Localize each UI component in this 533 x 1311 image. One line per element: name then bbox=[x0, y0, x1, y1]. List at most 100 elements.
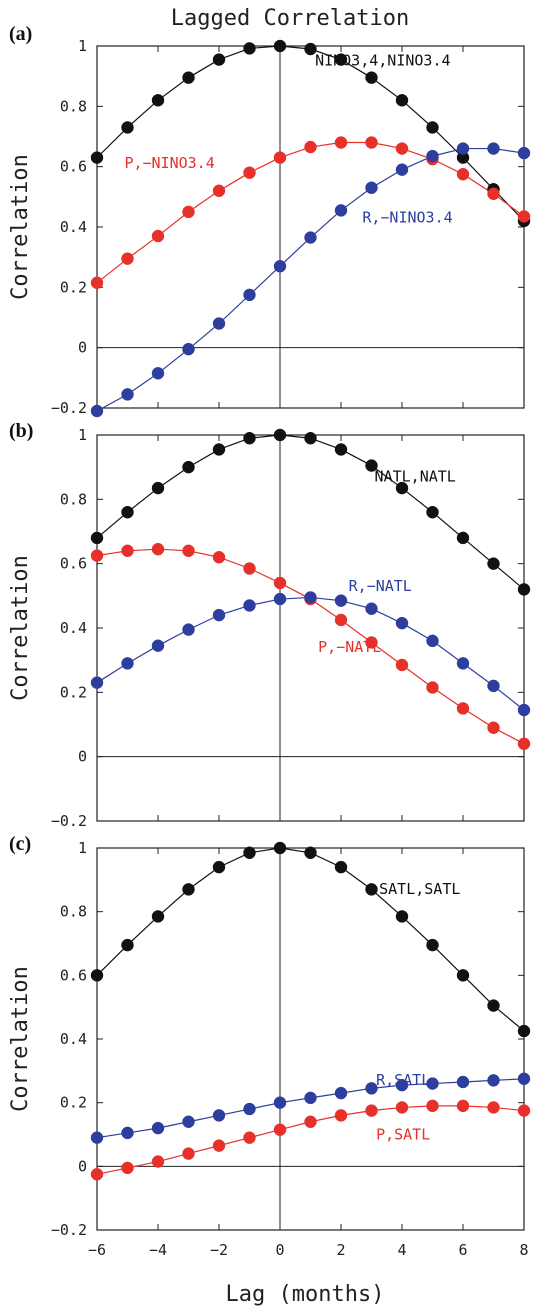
data-point-red bbox=[365, 1104, 378, 1117]
data-point-red bbox=[273, 151, 287, 164]
data-point-black bbox=[151, 910, 165, 923]
data-point-black bbox=[365, 459, 378, 472]
data-point-black bbox=[273, 841, 287, 855]
data-point-red bbox=[90, 1168, 104, 1181]
data-point-black bbox=[334, 860, 348, 874]
data-point-black bbox=[334, 53, 348, 66]
data-point-red bbox=[212, 184, 226, 198]
data-point-black bbox=[517, 583, 531, 596]
data-point-red bbox=[365, 636, 378, 649]
x-tick-label: 2 bbox=[336, 1241, 345, 1259]
data-point-red bbox=[151, 229, 165, 243]
data-point-red bbox=[90, 549, 104, 562]
data-point-red bbox=[243, 166, 256, 179]
data-point-red bbox=[182, 544, 195, 558]
data-point-black bbox=[395, 94, 409, 107]
y-tick-label: −0.2 bbox=[51, 399, 87, 417]
data-point-black bbox=[426, 505, 439, 519]
data-point-blue bbox=[487, 679, 500, 693]
y-tick-label: 1 bbox=[78, 839, 87, 857]
data-point-red bbox=[456, 167, 470, 181]
data-point-blue bbox=[121, 1126, 134, 1140]
data-point-blue bbox=[151, 639, 165, 652]
data-point-red bbox=[243, 562, 256, 575]
y-tick-label: 0.4 bbox=[60, 218, 87, 236]
data-point-blue bbox=[365, 602, 378, 615]
data-point-blue bbox=[395, 1078, 409, 1092]
data-point-black bbox=[304, 431, 317, 445]
data-point-black bbox=[273, 428, 287, 442]
data-point-black bbox=[121, 938, 134, 952]
data-point-black bbox=[121, 505, 134, 519]
x-tick-label: 0 bbox=[275, 1241, 284, 1259]
data-point-red bbox=[151, 1155, 165, 1168]
data-point-red bbox=[334, 1109, 348, 1122]
data-point-blue bbox=[243, 599, 256, 612]
data-point-black bbox=[395, 481, 409, 495]
y-tick-label: 0 bbox=[78, 339, 87, 357]
data-point-blue bbox=[212, 1109, 226, 1122]
data-point-black bbox=[365, 883, 378, 896]
data-point-black bbox=[90, 531, 104, 545]
series-annotation: P,−NINO3.4 bbox=[124, 154, 214, 172]
data-point-red bbox=[395, 658, 409, 672]
data-point-blue bbox=[365, 1082, 378, 1095]
series-annotation: P,SATL bbox=[376, 1125, 430, 1143]
data-point-black bbox=[365, 71, 378, 84]
x-axis-label: Lag (months) bbox=[226, 1282, 385, 1307]
data-point-blue bbox=[90, 676, 104, 689]
data-point-red bbox=[365, 136, 378, 149]
data-point-red bbox=[487, 1101, 500, 1114]
x-tick-label: −6 bbox=[88, 1241, 106, 1259]
y-tick-label: 0.8 bbox=[60, 490, 87, 508]
data-point-blue bbox=[517, 703, 531, 717]
data-point-red bbox=[426, 681, 439, 694]
data-point-black bbox=[487, 557, 500, 570]
series-line-black bbox=[96, 45, 525, 222]
data-point-blue bbox=[212, 608, 226, 622]
data-point-black bbox=[273, 39, 287, 53]
x-tick-label: −4 bbox=[149, 1241, 167, 1259]
data-point-black bbox=[426, 938, 439, 952]
data-point-black bbox=[212, 860, 226, 874]
data-point-black bbox=[456, 531, 470, 545]
series-annotation: NATL,NATL bbox=[375, 468, 456, 486]
y-tick-label: 0.6 bbox=[60, 555, 87, 573]
data-point-red bbox=[517, 737, 531, 751]
data-point-red bbox=[334, 613, 348, 627]
data-point-blue bbox=[121, 388, 134, 401]
data-point-black bbox=[212, 443, 226, 456]
data-point-red bbox=[304, 140, 317, 154]
data-point-blue bbox=[304, 1091, 317, 1105]
y-tick-label: 0 bbox=[78, 748, 87, 766]
data-point-red bbox=[304, 1115, 317, 1129]
y-axis-label: Correlation bbox=[8, 966, 33, 1112]
data-point-red bbox=[273, 1123, 287, 1136]
y-tick-label: 0.6 bbox=[60, 966, 87, 984]
data-point-red bbox=[121, 252, 134, 265]
plot-frame bbox=[96, 847, 525, 1231]
data-point-blue bbox=[273, 592, 287, 606]
data-point-blue bbox=[182, 623, 195, 636]
y-tick-label: 1 bbox=[78, 37, 87, 55]
data-point-red bbox=[456, 702, 470, 715]
y-tick-label: −0.2 bbox=[51, 812, 87, 830]
data-point-blue bbox=[90, 1131, 104, 1144]
data-point-red bbox=[395, 142, 409, 155]
data-point-red bbox=[212, 550, 226, 564]
data-point-blue bbox=[517, 146, 531, 160]
data-point-blue bbox=[273, 259, 287, 273]
y-tick-label: 0.2 bbox=[60, 683, 87, 701]
y-tick-label: 1 bbox=[78, 426, 87, 444]
data-point-black bbox=[334, 443, 348, 456]
panel-b: −0.2 0 0.2 0.4 0.6 0.8 1 Correlation (b) NATL,NAT… bbox=[8, 420, 531, 830]
data-point-blue bbox=[90, 404, 104, 418]
data-point-blue bbox=[121, 657, 134, 670]
data-point-red bbox=[334, 136, 348, 149]
data-point-red bbox=[121, 1161, 134, 1175]
data-point-blue bbox=[243, 1102, 256, 1116]
series-annotation: R,−NATL bbox=[349, 577, 412, 595]
data-point-red bbox=[212, 1139, 226, 1152]
data-point-blue bbox=[487, 142, 500, 155]
